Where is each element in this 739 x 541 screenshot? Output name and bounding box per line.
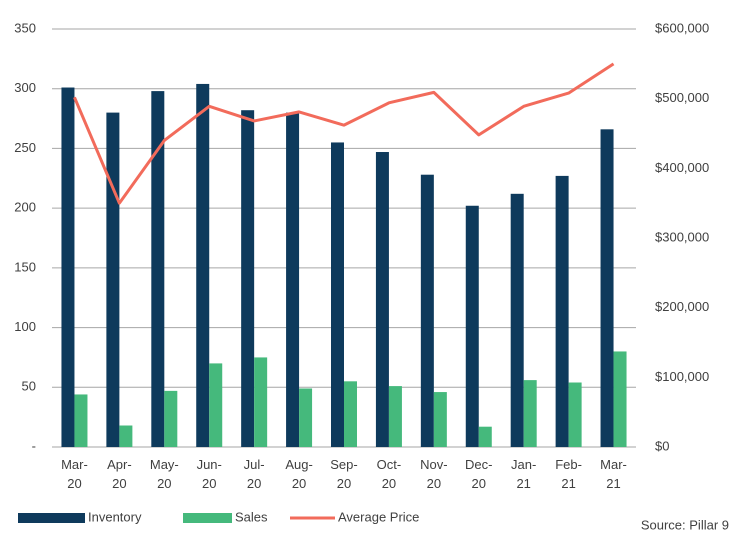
y-tick-label: 150: [14, 259, 36, 274]
x-tick-label: Oct-20: [377, 457, 402, 491]
line-series: [73, 62, 615, 205]
x-tick-label: Dec-20: [465, 457, 492, 491]
x-tick-label: Jul-20: [244, 457, 265, 491]
x-tick-label: Aug-20: [285, 457, 312, 491]
bar: [196, 83, 210, 448]
bar: [286, 112, 300, 447]
y2-tick-label: $200,000: [655, 299, 709, 314]
legend-label: Inventory: [88, 509, 142, 524]
x-tick-label: Apr-20: [107, 457, 132, 491]
y2-tick-label: $400,000: [655, 160, 709, 175]
x-tick-label: Jun-20: [197, 457, 222, 491]
x-tick-label: Sep-20: [330, 457, 357, 491]
y-tick-label: 100: [14, 319, 36, 334]
bar: [209, 363, 223, 447]
x-tick-label: Mar-20: [61, 457, 88, 491]
bar: [568, 382, 582, 447]
y-tick-label: -: [32, 438, 36, 453]
y-tick-label: 50: [22, 379, 36, 394]
y-tick-label: 300: [14, 80, 36, 95]
legend-label: Average Price: [338, 509, 419, 524]
bar: [299, 388, 313, 447]
x-tick-label: May-20: [150, 457, 179, 491]
y2-tick-label: $600,000: [655, 20, 709, 35]
bar: [61, 87, 75, 448]
source-note: Source: Pillar 9: [641, 517, 729, 532]
bar: [465, 205, 479, 447]
y-tick-label: 200: [14, 200, 36, 215]
x-tick-label: Feb-21: [555, 457, 582, 491]
bar: [241, 110, 255, 447]
bar: [613, 351, 627, 447]
bar: [600, 129, 614, 447]
bar: [433, 392, 447, 447]
x-tick-label: Mar-21: [600, 457, 627, 491]
bar: [523, 380, 537, 447]
bar: [510, 193, 524, 447]
legend-label: Sales: [235, 509, 268, 524]
y2-tick-label: $500,000: [655, 90, 709, 105]
bar: [254, 357, 268, 447]
y-tick-label: 250: [14, 140, 36, 155]
bar: [106, 112, 120, 447]
y2-tick-label: $100,000: [655, 369, 709, 384]
y2-tick-label: $0: [655, 438, 669, 453]
bar: [420, 174, 434, 447]
y-tick-label: 350: [14, 20, 36, 35]
bar: [74, 394, 88, 447]
bar: [344, 381, 357, 447]
bar: [478, 426, 492, 447]
bar: [119, 425, 133, 447]
legend-swatch: [18, 513, 85, 523]
bar: [164, 390, 178, 447]
bar: [151, 91, 165, 448]
bar: [331, 142, 344, 447]
x-tick-label: Nov-20: [420, 457, 447, 491]
legend-swatch: [183, 513, 232, 523]
bar: [388, 386, 402, 447]
bar: [375, 152, 389, 448]
x-tick-label: Jan-21: [511, 457, 536, 491]
y2-tick-label: $300,000: [655, 229, 709, 244]
bar: [555, 175, 569, 447]
